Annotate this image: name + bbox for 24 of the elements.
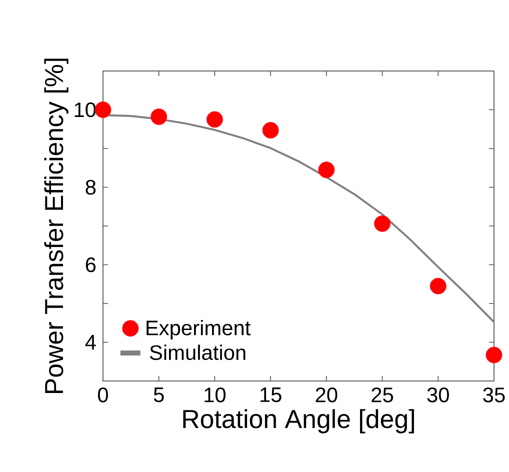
point xyxy=(430,278,446,294)
x-tick-label: 5 xyxy=(154,388,164,402)
point xyxy=(486,346,502,364)
x-tick-label: 35 xyxy=(483,388,505,402)
x-tick-label: 10 xyxy=(204,388,226,402)
x-axis-title: Rotation Angle [deg] xyxy=(183,409,414,434)
point xyxy=(318,162,335,178)
point xyxy=(150,108,168,125)
y-tick-label: 4 xyxy=(85,335,96,350)
x-tick-label: 30 xyxy=(427,388,449,402)
x-tick-label: 25 xyxy=(372,388,394,402)
y-axis-title: Power Transfer Efficiency [%] xyxy=(44,58,68,394)
x-tick-label: 0 xyxy=(98,388,108,402)
legend-label: Simulation xyxy=(150,344,246,360)
x-tick-label: 20 xyxy=(316,388,338,402)
y-tick-label: 10 xyxy=(74,102,96,118)
legend-label: Experiment xyxy=(146,320,251,340)
y-tick-label: 6 xyxy=(86,257,96,272)
y-tick-label: 8 xyxy=(86,180,96,195)
point xyxy=(374,215,390,232)
point xyxy=(94,102,112,118)
x-tick-label: 15 xyxy=(260,388,282,402)
point xyxy=(262,122,279,138)
point xyxy=(206,111,223,128)
